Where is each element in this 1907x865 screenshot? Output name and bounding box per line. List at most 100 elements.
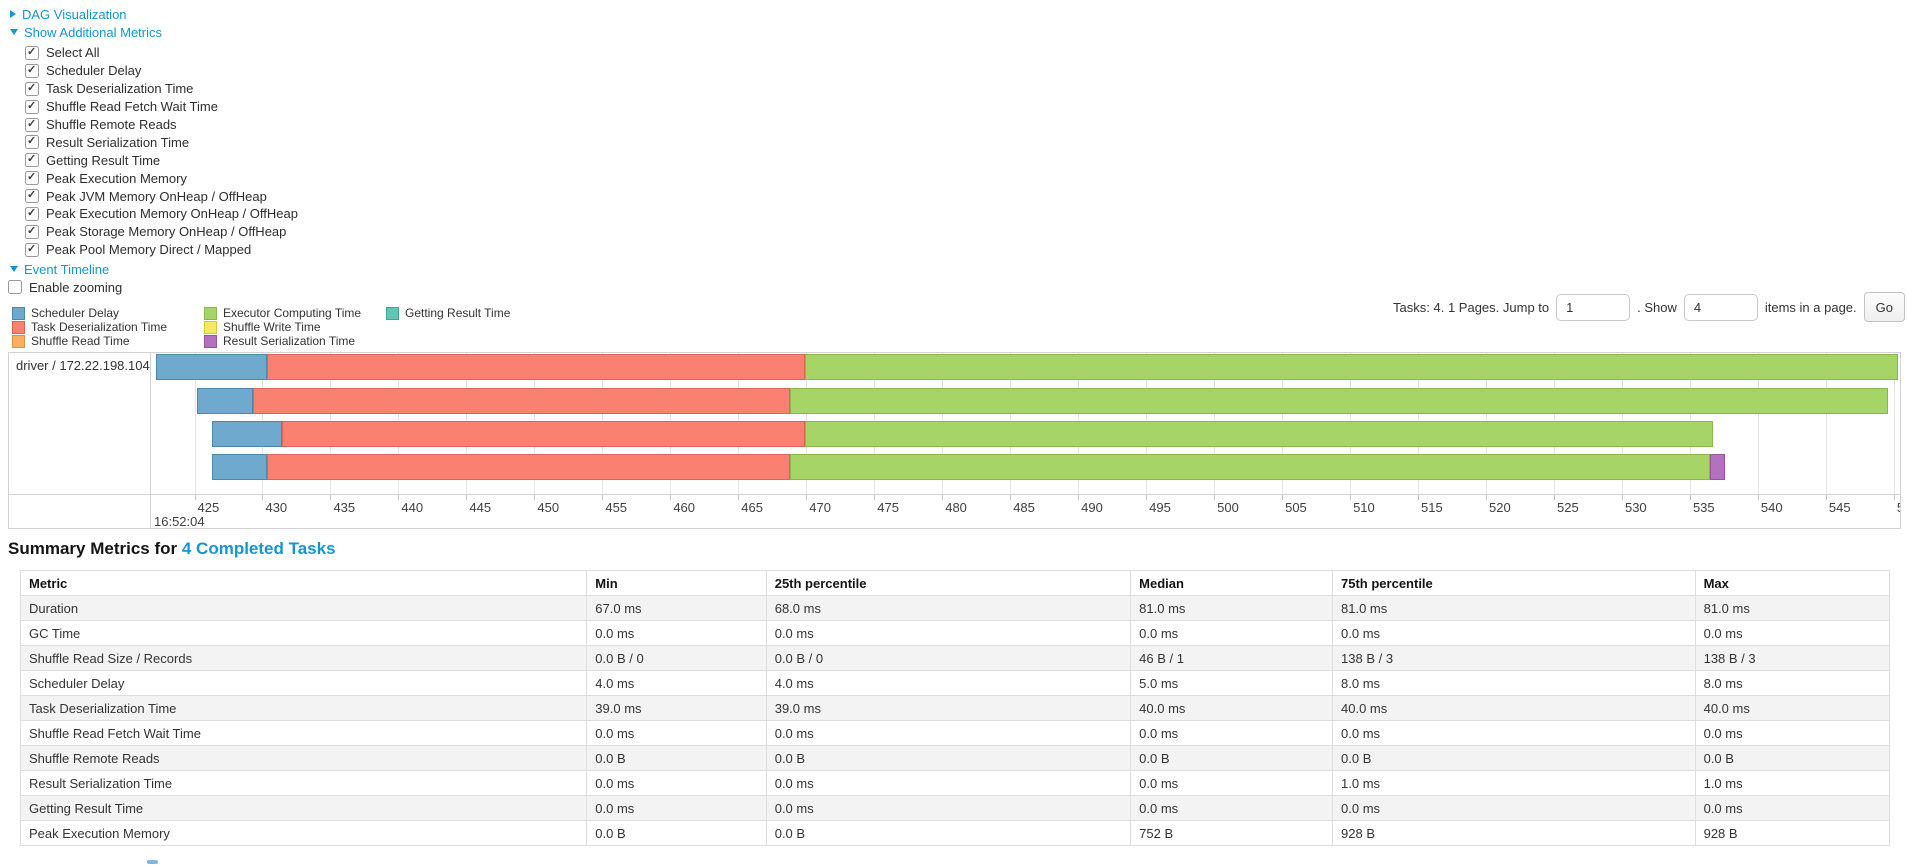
table-row: Duration 67.0 ms 68.0 ms 81.0 ms 81.0 ms 81.0…	[19, 595, 1891, 621]
enable-zooming-label: Enable zooming	[29, 279, 123, 295]
checkbox-label: Peak Execution Memory	[46, 170, 187, 186]
checkbox[interactable]	[25, 135, 39, 150]
table-cell: 0.0 B	[1694, 745, 1891, 771]
task-bar-segment-scheduler-delay[interactable]	[156, 354, 267, 380]
expanded-arrow-icon	[10, 29, 18, 35]
checkbox[interactable]	[25, 224, 39, 239]
task-bar-segment-task-deserialization[interactable]	[266, 354, 805, 380]
jump-to-page-input[interactable]	[1556, 293, 1631, 321]
summary-col-header: Min	[586, 570, 767, 596]
legend-item: Shuffle Write Time	[204, 320, 361, 334]
checkbox-label: Scheduler Delay	[46, 63, 142, 79]
table-cell: 752 B	[1130, 820, 1334, 846]
table-cell: 81.0 ms	[1694, 595, 1891, 621]
table-cell: 0.0 B	[1332, 745, 1696, 771]
checkbox[interactable]	[25, 117, 39, 132]
checkbox-label: Peak Pool Memory Direct / Mapped	[46, 242, 252, 258]
task-bar-segment-task-deserialization[interactable]	[281, 421, 805, 447]
summary-heading-prefix: Summary Metrics for	[8, 539, 178, 558]
checkbox[interactable]	[25, 189, 39, 204]
task-bar-segment-executor-computing[interactable]	[804, 421, 1714, 447]
axis-tick	[1078, 495, 1080, 500]
table-cell: Task Deserialization Time	[19, 695, 588, 721]
task-deserialization-swatch	[12, 320, 25, 334]
axis-tick-label: 490	[1081, 500, 1103, 515]
axis-tick	[1146, 495, 1148, 500]
checkbox[interactable]	[25, 242, 39, 257]
timeline-axis: 16:52:04 425 430 435 440 445 450 455 460 465 470 4…	[151, 495, 1900, 528]
show-additional-metrics-toggle[interactable]: Show Additional Metrics	[10, 24, 162, 40]
table-body: Duration 67.0 ms 68.0 ms 81.0 ms 81.0 ms 81.0…	[19, 595, 1891, 846]
axis-tick	[874, 495, 876, 500]
table-cell: 0.0 ms	[765, 620, 1132, 646]
enable-zooming-checkbox[interactable]	[8, 280, 22, 294]
go-button[interactable]: Go	[1863, 292, 1905, 322]
checkbox-label: Peak Storage Memory OnHeap / OffHeap	[46, 224, 287, 240]
task-bar-segment-executor-computing[interactable]	[789, 388, 1889, 414]
items-per-page-input[interactable]	[1683, 293, 1758, 321]
task-bar-segment-scheduler-delay[interactable]	[212, 421, 282, 447]
table-cell: 0.0 ms	[1694, 620, 1891, 646]
axis-tick	[534, 495, 536, 500]
table-cell: 0.0 ms	[1694, 720, 1891, 746]
metric-checkbox-row: Shuffle Read Fetch Wait Time	[25, 98, 298, 116]
task-bar-segment-scheduler-delay[interactable]	[197, 388, 253, 414]
axis-tick-label: 485	[1013, 500, 1035, 515]
dag-visualization-label: DAG Visualization	[22, 6, 127, 22]
table-cell: 67.0 ms	[586, 595, 767, 621]
summary-metrics-heading: Summary Metrics for 4 Completed Tasks	[8, 539, 336, 559]
legend-label: Task Deserialization Time	[31, 320, 168, 334]
table-cell: 0.0 ms	[586, 620, 767, 646]
dag-visualization-toggle[interactable]: DAG Visualization	[10, 6, 127, 22]
axis-tick-label: 445	[469, 500, 492, 515]
table-cell: 4.0 ms	[765, 670, 1132, 696]
table-cell: 138 B / 3	[1332, 645, 1696, 671]
gridline	[1893, 353, 1895, 494]
legend-column: Scheduler Delay Task Deserialization Time…	[12, 306, 167, 348]
timeline-legend: Scheduler Delay Task Deserialization Time…	[12, 306, 572, 350]
legend-column: Executor Computing Time Shuffle Write Tim…	[204, 306, 361, 348]
axis-tick	[1621, 495, 1623, 500]
legend-item: Shuffle Read Time	[12, 334, 167, 348]
task-bar-segment-executor-computing[interactable]	[804, 354, 1898, 380]
task-bar-segment-result-serialization[interactable]	[1710, 454, 1726, 480]
result-serialization-swatch	[204, 334, 217, 348]
axis-tick-label: 500	[1217, 500, 1239, 515]
table-cell: 5.0 ms	[1130, 670, 1334, 696]
table-cell: 81.0 ms	[1130, 595, 1334, 621]
legend-column: Getting Result Time	[386, 306, 510, 320]
table-cell: 1.0 ms	[1332, 770, 1696, 796]
executor-group-column: driver / 172.22.198.104	[9, 353, 151, 528]
task-bar-segment-task-deserialization[interactable]	[252, 388, 790, 414]
checkbox[interactable]	[25, 171, 39, 186]
axis-tick	[330, 495, 332, 500]
task-bar-segment-task-deserialization[interactable]	[266, 454, 790, 480]
checkbox[interactable]	[25, 99, 39, 114]
summary-col-header: Metric	[19, 570, 588, 596]
checkbox[interactable]	[25, 63, 39, 78]
checkbox[interactable]	[25, 206, 39, 221]
table-cell: Getting Result Time	[19, 795, 588, 821]
checkbox-label: Result Serialization Time	[46, 134, 190, 150]
table-cell: 0.0 ms	[586, 795, 767, 821]
table-cell: 0.0 B	[765, 820, 1132, 846]
legend-item: Task Deserialization Time	[12, 320, 167, 334]
completed-tasks-link[interactable]: 4 Completed Tasks	[181, 539, 336, 558]
table-cell: 0.0 ms	[1332, 795, 1696, 821]
legend-item: Executor Computing Time	[204, 306, 361, 320]
axis-tick-label: 470	[809, 500, 831, 515]
checkbox[interactable]	[25, 45, 39, 60]
axis-tick-label: 515	[1421, 500, 1443, 515]
metric-checkbox-row: Peak Storage Memory OnHeap / OffHeap	[25, 223, 298, 241]
task-bar-segment-scheduler-delay[interactable]	[212, 454, 267, 480]
axis-tick	[194, 495, 196, 500]
task-bar-segment-executor-computing[interactable]	[789, 454, 1711, 480]
event-timeline-toggle[interactable]: Event Timeline	[10, 261, 109, 277]
metrics-checkbox-list: Select All Scheduler Delay Task Deserializ…	[25, 44, 298, 259]
checkbox-label: Shuffle Read Fetch Wait Time	[46, 99, 218, 115]
event-timeline-label: Event Timeline	[24, 261, 110, 277]
table-cell: 928 B	[1694, 820, 1891, 846]
shuffle-read-swatch	[12, 334, 25, 348]
checkbox[interactable]	[25, 81, 39, 96]
checkbox[interactable]	[25, 153, 39, 168]
